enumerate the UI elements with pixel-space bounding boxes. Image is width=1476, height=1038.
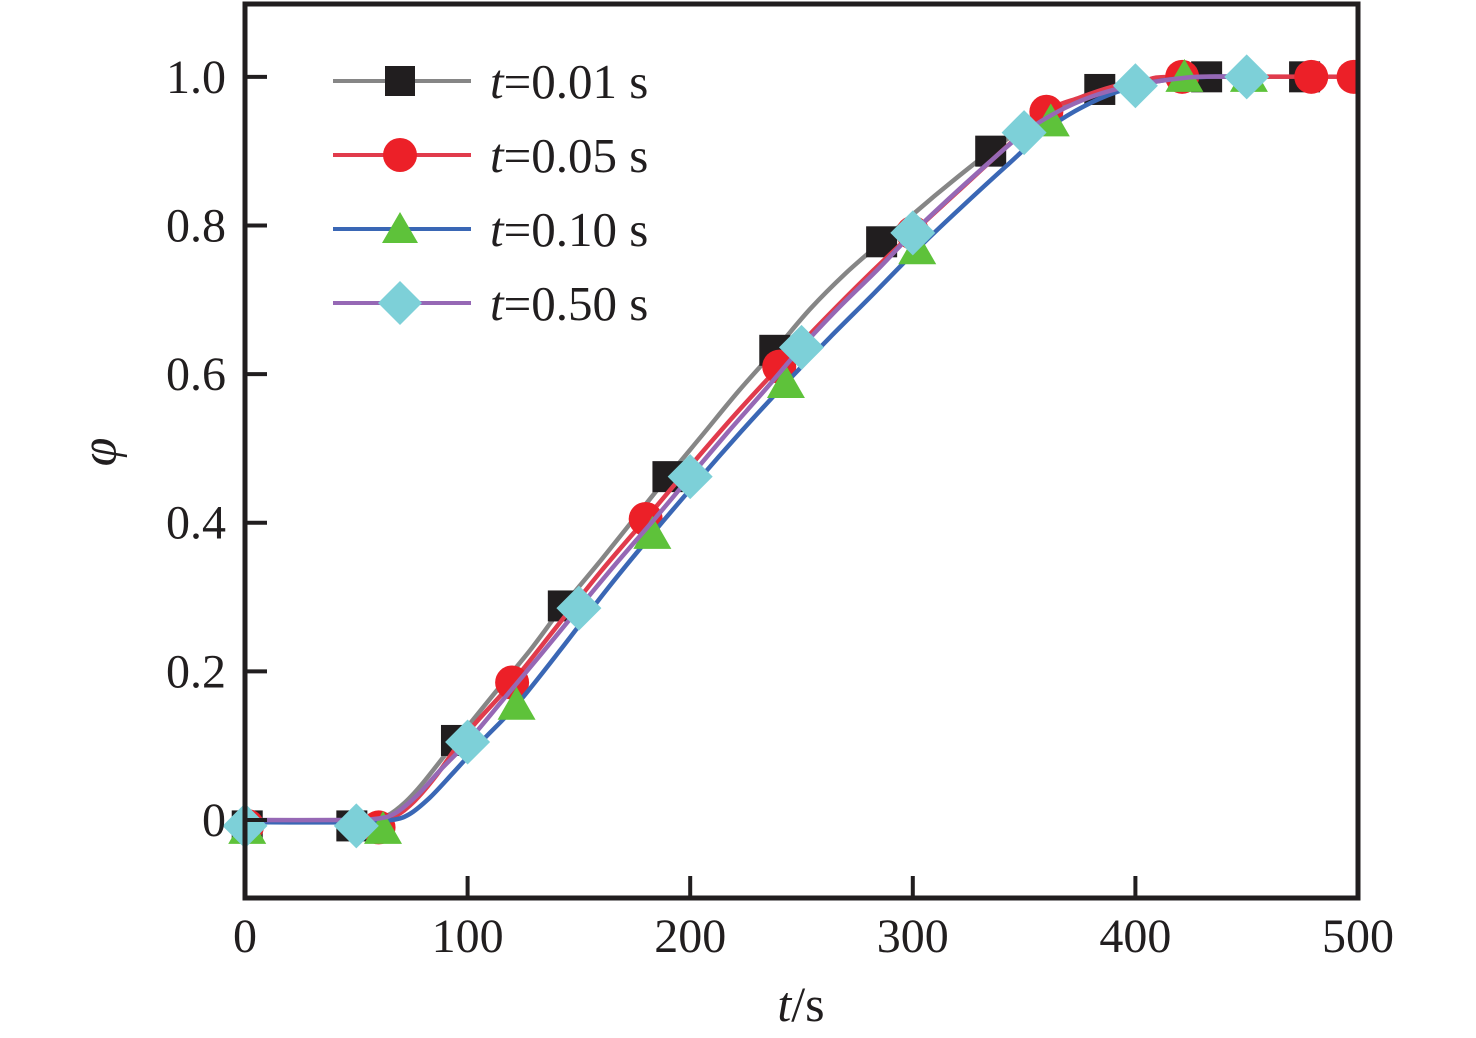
x-tick-label: 200 bbox=[654, 910, 726, 963]
legend-icon-group bbox=[333, 212, 471, 243]
legend-label-variable: t bbox=[490, 275, 504, 331]
legend-circle-marker-icon bbox=[333, 138, 471, 172]
legend-label: t=0.01 s bbox=[490, 57, 648, 106]
legend-label: t=0.10 s bbox=[490, 205, 648, 254]
series-line bbox=[244, 74, 1358, 824]
legend-label: t=0.05 s bbox=[490, 131, 648, 180]
square-marker bbox=[385, 66, 415, 96]
diamond-marker bbox=[1112, 63, 1158, 109]
legend-icon-group bbox=[333, 281, 471, 325]
x-tick-label: 100 bbox=[432, 910, 504, 963]
y-axis-label: φ bbox=[71, 437, 128, 467]
y-tick-label: 0.8 bbox=[166, 199, 226, 252]
circle-marker bbox=[1294, 59, 1329, 94]
x-axis-label-unit: /s bbox=[791, 976, 825, 1032]
chart-legend: t=0.01 s t=0.05 s t=0.10 s t=0.50 s bbox=[331, 44, 648, 340]
legend-label-variable: t bbox=[490, 127, 504, 183]
triangle-marker bbox=[364, 810, 403, 844]
legend-icon-group bbox=[333, 66, 471, 96]
x-axis-label: t/s bbox=[777, 979, 824, 1029]
triangle-marker bbox=[633, 515, 672, 549]
diamond-marker bbox=[378, 281, 422, 325]
legend-label: t=0.50 s bbox=[490, 279, 648, 328]
legend-label-value: =0.05 s bbox=[503, 127, 649, 183]
legend-label-value: =0.01 s bbox=[503, 53, 649, 109]
x-tick-label: 300 bbox=[877, 910, 949, 963]
series-line bbox=[244, 74, 1252, 825]
legend-item-t-0-01s: t=0.01 s bbox=[331, 44, 648, 118]
legend-diamond-marker-icon bbox=[333, 281, 471, 325]
y-tick-label: 0.2 bbox=[166, 645, 226, 698]
y-tick-label: 0.6 bbox=[166, 348, 226, 401]
circle-marker bbox=[495, 665, 530, 700]
x-tick-label: 500 bbox=[1322, 910, 1394, 963]
diamond-marker bbox=[445, 719, 491, 765]
diamond-marker bbox=[1224, 54, 1270, 100]
diamond-marker bbox=[556, 585, 602, 631]
legend-label-value: =0.10 s bbox=[503, 201, 649, 257]
diamond-marker bbox=[333, 803, 379, 849]
triangle-marker bbox=[1165, 58, 1204, 92]
triangle-marker bbox=[766, 365, 805, 399]
plot-frame bbox=[242, 1, 1361, 901]
series-t-0-50-s bbox=[222, 54, 1270, 849]
legend-square-marker-icon bbox=[333, 66, 471, 96]
diamond-marker bbox=[1001, 110, 1047, 156]
y-tick-label: 1.0 bbox=[166, 51, 226, 104]
legend-triangle-marker-icon bbox=[333, 212, 471, 243]
x-tick-label: 0 bbox=[233, 910, 257, 963]
legend-label-variable: t bbox=[490, 53, 504, 109]
y-tick-label: 0.4 bbox=[166, 497, 226, 550]
legend-label-value: =0.50 s bbox=[503, 275, 649, 331]
diamond-marker bbox=[890, 210, 936, 256]
series-line bbox=[244, 74, 1247, 823]
legend-icon-group bbox=[333, 138, 471, 172]
legend-label-variable: t bbox=[490, 201, 504, 257]
circle-marker bbox=[383, 138, 417, 172]
legend-item-t-0-05s: t=0.05 s bbox=[331, 118, 648, 192]
legend-item-t-0-10s: t=0.10 s bbox=[331, 192, 648, 266]
diamond-marker bbox=[779, 324, 824, 370]
y-tick-label: 0 bbox=[202, 794, 226, 847]
circle-marker bbox=[1336, 59, 1358, 94]
legend-item-t-0-50s: t=0.50 s bbox=[331, 266, 648, 340]
x-axis-label-variable: t bbox=[777, 976, 792, 1032]
triangle-marker bbox=[497, 686, 536, 720]
diamond-marker bbox=[667, 454, 713, 500]
x-tick-label: 400 bbox=[1099, 910, 1171, 963]
triangle-marker bbox=[382, 212, 418, 243]
